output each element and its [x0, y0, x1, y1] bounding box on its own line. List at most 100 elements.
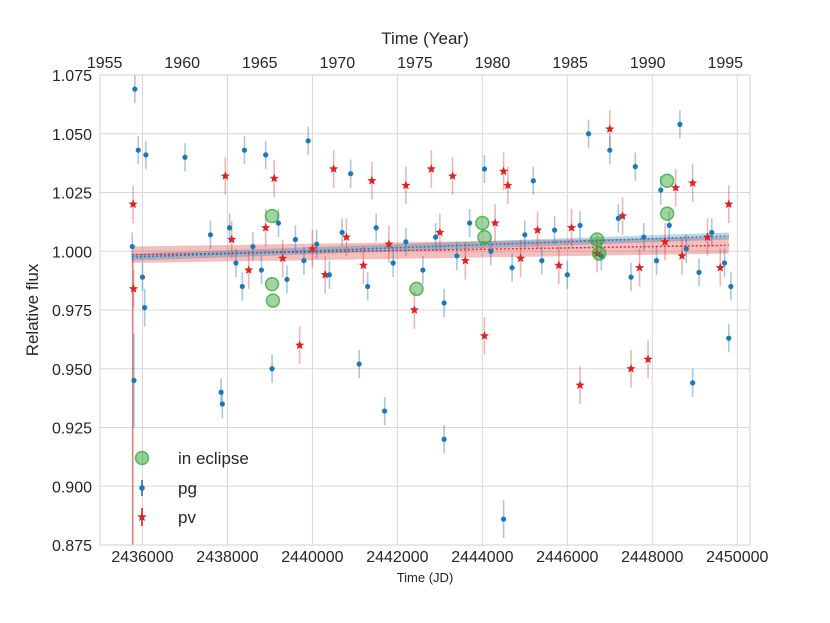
legend-pv-marker — [137, 512, 147, 522]
pg-point — [263, 152, 269, 158]
pg-point — [139, 274, 146, 280]
pv-point — [220, 171, 230, 180]
pg-point — [339, 229, 345, 236]
pg-point — [653, 258, 660, 264]
pg-point — [182, 154, 188, 160]
pg-point — [218, 389, 224, 395]
x-tick-label: 2450000 — [706, 549, 768, 566]
pg-point — [284, 276, 290, 283]
pg-point — [239, 283, 245, 290]
y-tick-label: 0.925 — [52, 421, 92, 438]
eclipse-point — [475, 215, 490, 231]
x-tick-label: 2436000 — [111, 549, 173, 566]
pg-point — [365, 283, 371, 290]
pg-point — [326, 272, 333, 278]
pg-point — [420, 267, 426, 273]
eclipse-point — [477, 229, 492, 245]
pv-point — [435, 227, 445, 237]
pg-point — [207, 232, 214, 238]
pv-point — [426, 164, 436, 173]
pv-band — [131, 237, 729, 263]
pv-point — [688, 178, 698, 187]
pg-point — [142, 305, 148, 311]
pv-point — [490, 218, 500, 227]
pg-point — [530, 178, 536, 184]
pg-point — [132, 86, 138, 92]
pg-point — [241, 147, 248, 153]
pv-point — [660, 237, 670, 246]
y-tick-label: 0.975 — [52, 303, 92, 320]
pg-point — [726, 335, 732, 341]
pg-point — [403, 239, 409, 245]
pg-point — [666, 222, 672, 228]
year-tick-label: 1960 — [164, 55, 200, 72]
legend: in eclipse pg pv — [134, 449, 249, 527]
y-tick-label: 1.025 — [52, 186, 92, 203]
pg-point — [577, 222, 583, 228]
pg-point — [301, 258, 307, 264]
pv-point — [715, 262, 725, 272]
pg-point — [488, 248, 494, 254]
x-tick-label: 2448000 — [621, 549, 683, 566]
year-tick-label: 1970 — [320, 55, 356, 72]
pg-point — [269, 366, 275, 372]
pg-point — [721, 260, 728, 266]
trend-bands — [131, 232, 729, 263]
pv-point — [358, 260, 368, 270]
y-tick-label: 1.075 — [52, 68, 92, 85]
pg-point — [690, 380, 696, 386]
pg-point — [632, 164, 638, 170]
y-tick-label: 0.950 — [52, 362, 92, 379]
pv-point — [448, 171, 458, 180]
pg-point — [500, 516, 507, 522]
legend-label-in-eclipse: in eclipse — [178, 449, 249, 468]
pv-point — [677, 251, 687, 260]
pv-point — [329, 164, 339, 173]
pg-point — [683, 246, 689, 252]
x-tick-label: 2438000 — [196, 549, 258, 566]
pg-point — [441, 300, 447, 306]
pv-point — [626, 363, 636, 373]
pg-series — [129, 75, 734, 538]
pv-point — [269, 173, 279, 183]
plot-frame — [99, 74, 751, 546]
pv-point — [592, 248, 602, 258]
eclipse-point — [591, 246, 607, 261]
eclipse-point — [659, 173, 675, 188]
year-tick-label: 1995 — [707, 55, 743, 72]
pg-point — [607, 147, 613, 153]
pg-point — [539, 258, 545, 264]
pv-point — [503, 180, 513, 190]
year-tick-label: 1965 — [242, 55, 278, 72]
eclipse-point — [589, 232, 605, 247]
y-axis-ticks: 0.875 0.900 0.925 0.950 0.975 1.000 1.025 1.050… — [52, 68, 92, 555]
pv-point — [128, 199, 138, 209]
pg-point — [373, 225, 379, 231]
eclipse-point — [264, 276, 280, 292]
eclipse-series — [264, 173, 675, 308]
pg-point — [551, 227, 558, 233]
y-tick-label: 0.875 — [52, 538, 92, 555]
pv-point — [409, 305, 419, 314]
pg-point — [509, 265, 515, 271]
pv-point — [643, 354, 653, 364]
pg-point — [382, 408, 388, 414]
pg-point — [522, 232, 528, 238]
x-tick-label: 2440000 — [281, 549, 343, 566]
year-tick-label: 1985 — [552, 55, 588, 72]
pg-point — [390, 260, 396, 266]
pv-point — [261, 222, 271, 232]
y-tick-label: 1.050 — [52, 127, 92, 144]
pg-point — [615, 215, 621, 221]
legend-entry-pg: pg — [139, 479, 197, 498]
pg-point — [628, 274, 634, 280]
pv-point — [479, 331, 490, 340]
pv-point — [244, 265, 254, 274]
pg-band — [131, 232, 729, 261]
pg-point — [696, 269, 702, 275]
pg-point — [275, 220, 282, 226]
year-tick-label: 1955 — [87, 55, 123, 72]
pg-point — [219, 401, 225, 407]
pg-point — [314, 241, 320, 247]
pv-point — [617, 211, 628, 220]
